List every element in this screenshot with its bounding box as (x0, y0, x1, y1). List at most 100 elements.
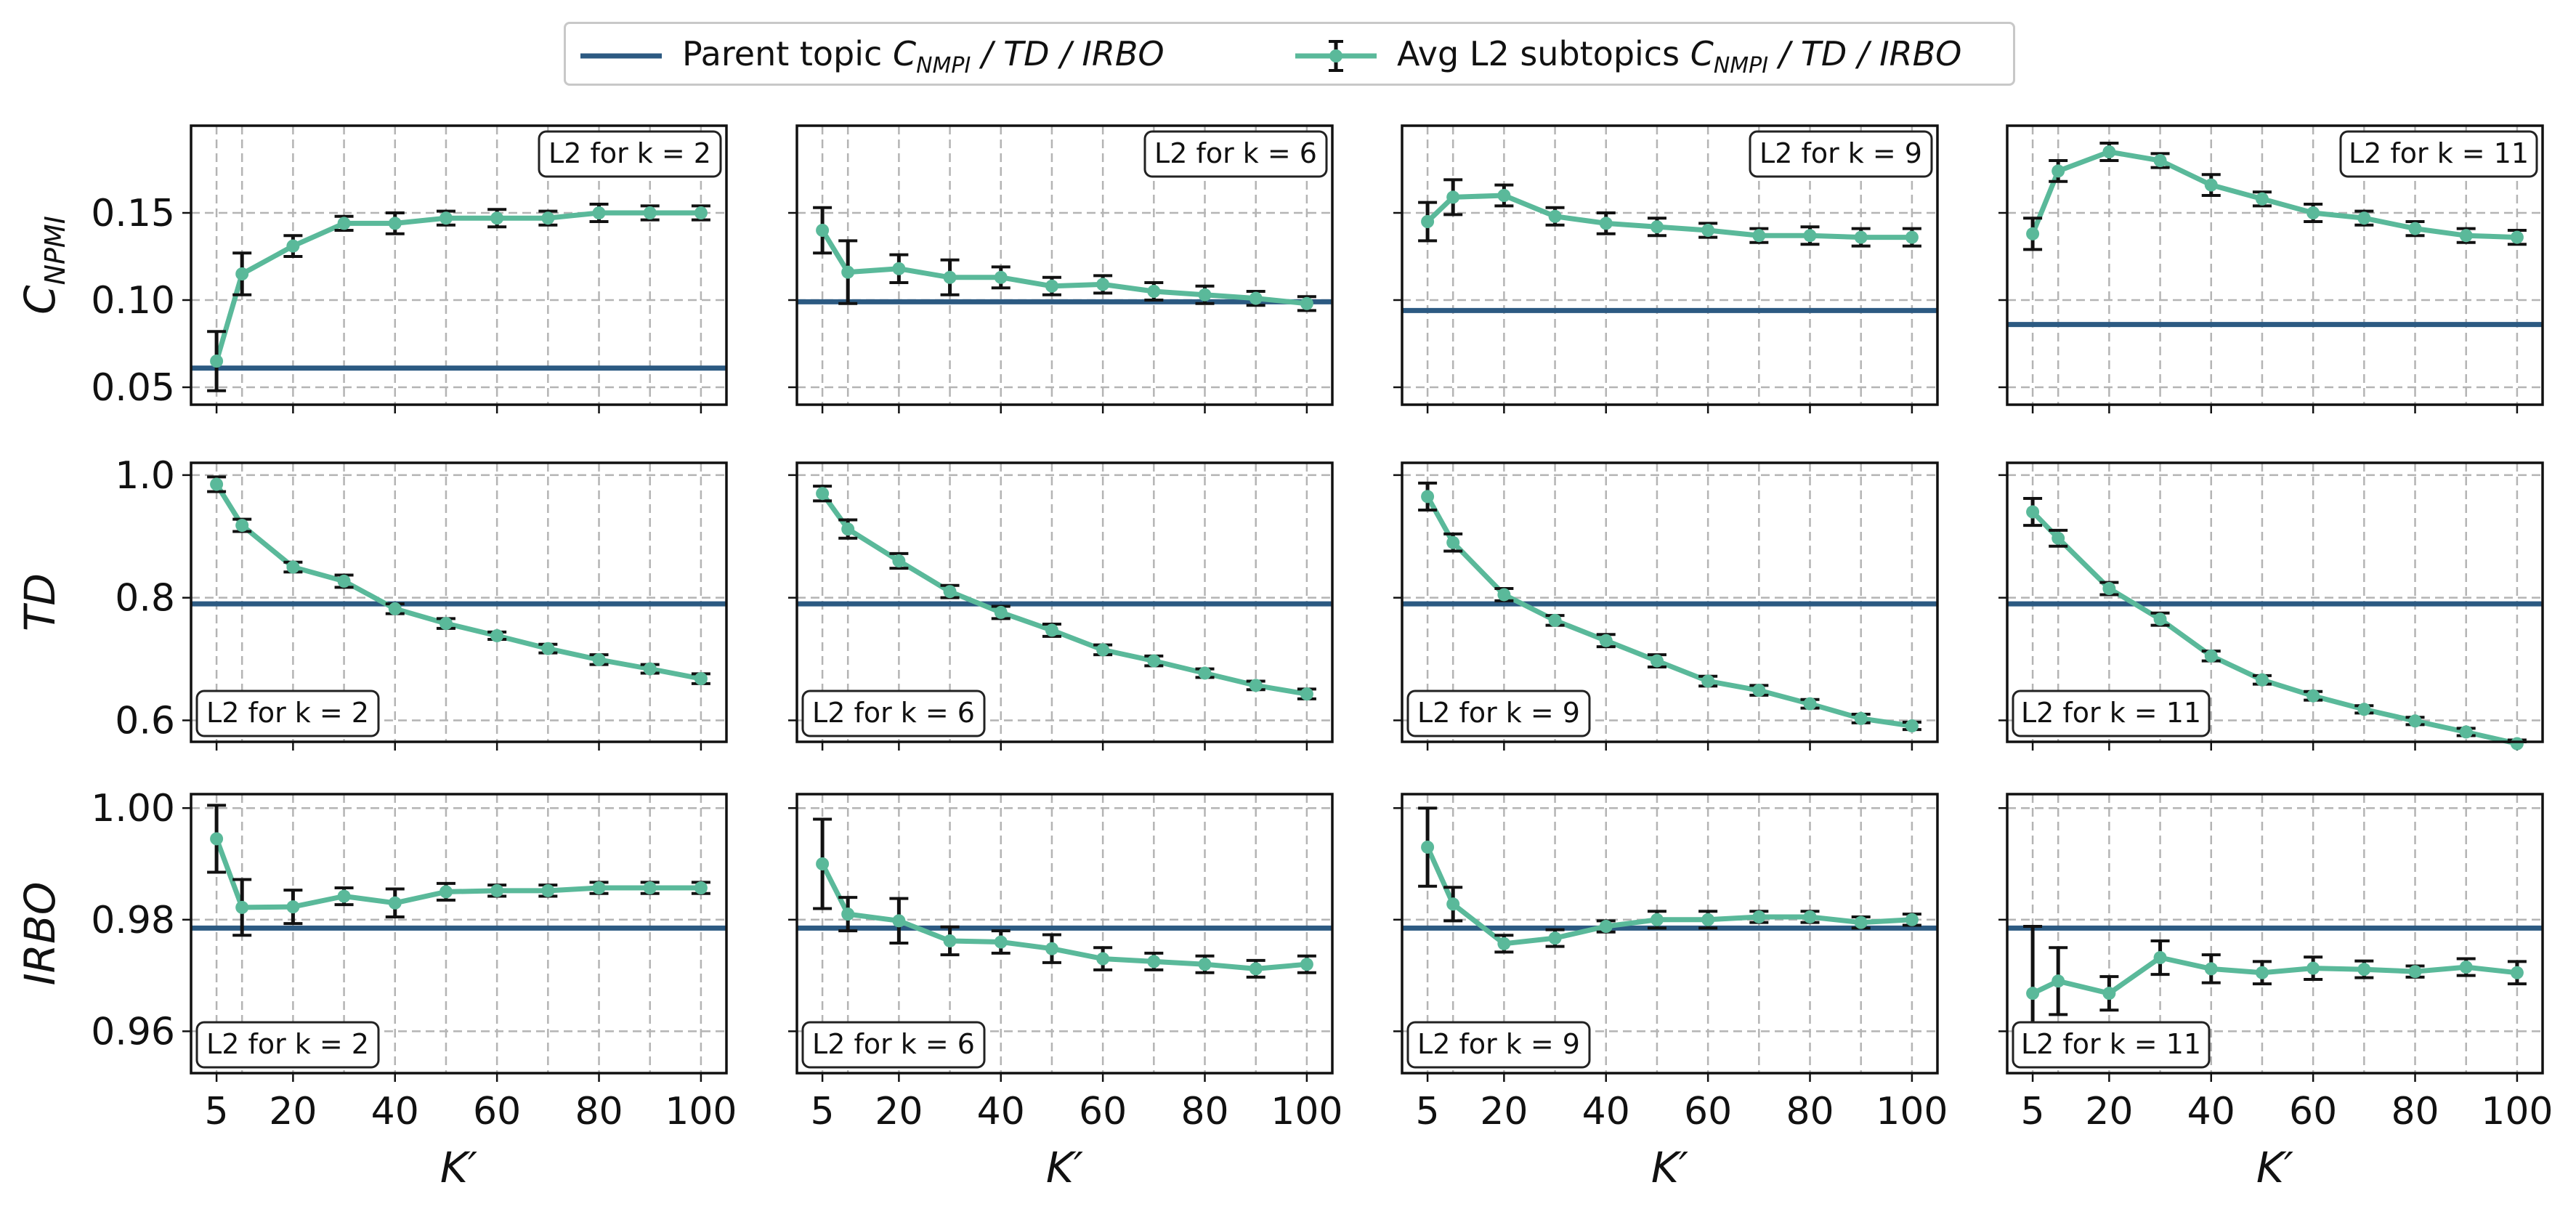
subtopic-point (2255, 966, 2269, 979)
subtopic-point (2510, 230, 2524, 244)
legend-parent-swatch (580, 53, 662, 59)
x-tick-label: 60 (473, 1090, 521, 1133)
subtopic-point (1249, 679, 1263, 692)
subtopic-point (2052, 974, 2065, 988)
subtopic-point (1599, 920, 1613, 934)
subtopic-point (2026, 505, 2040, 519)
subtopic-point (1198, 666, 1212, 680)
x-tick-label: 40 (371, 1090, 419, 1133)
subtopic-point (994, 270, 1008, 284)
subtopic-point (1752, 910, 1766, 923)
x-tick-label: 5 (2021, 1090, 2045, 1133)
panel-label-r1c2: L2 for k = 9 (1417, 697, 1580, 729)
subtopic-point (1548, 613, 1562, 627)
subtopic-point (2052, 531, 2065, 545)
panel-frame (2006, 461, 2544, 743)
subtopic-point (943, 270, 957, 284)
panel-label-box (1749, 130, 1933, 178)
panel-label-box (2339, 130, 2538, 178)
subtopic-point (2102, 145, 2116, 158)
subtopic-point (1096, 643, 1110, 657)
panel-label-r1c0: L2 for k = 2 (206, 697, 369, 729)
subtopic-point (694, 672, 708, 686)
subtopic-point (1905, 913, 1919, 926)
panel-label-box (538, 130, 722, 178)
subtopic-point (841, 907, 855, 921)
panel-label-box (1143, 130, 1328, 178)
x-tick-label: 20 (2085, 1090, 2133, 1133)
subtopic-point (286, 560, 300, 574)
panel-frame (190, 461, 728, 743)
subtopic-point (1300, 296, 1313, 310)
subtopic-point (994, 935, 1008, 949)
subtopic-point (2408, 965, 2422, 979)
subtopic-point (1650, 220, 1664, 234)
subtopic-point (1421, 490, 1435, 504)
subtopic-point (1198, 288, 1212, 302)
subtopic-point (337, 889, 351, 903)
legend: Parent topic CNMPI / TD / IRBO Avg L2 su… (564, 22, 2015, 86)
subtopic-point (1599, 217, 1613, 230)
panel-frame (2006, 124, 2544, 406)
x-tick-label: 80 (575, 1090, 623, 1133)
subtopic-point (2255, 673, 2269, 687)
y-tick-label: 0.15 (91, 192, 175, 235)
panel-frame (795, 124, 1334, 406)
x-tick-label: 100 (665, 1090, 737, 1133)
subtopic-point (2357, 211, 2371, 225)
subtopic-point (1701, 674, 1715, 688)
panel-label-r2c2: L2 for k = 9 (1417, 1028, 1580, 1060)
subtopic-point (592, 652, 606, 666)
subtopic-point (541, 884, 555, 897)
subtopic-point (1045, 942, 1058, 955)
x-tick-label: 40 (1582, 1090, 1630, 1133)
subtopic-point (439, 211, 453, 225)
subtopic-point (694, 881, 708, 895)
panel-frame (2006, 793, 2544, 1075)
subtopic-series-line (820, 492, 1308, 697)
subtopic-point (1147, 654, 1161, 668)
subtopic-point (816, 857, 830, 870)
subtopic-point (694, 206, 708, 219)
x-tick-label: 100 (1271, 1090, 1342, 1133)
panel-label-box (2012, 690, 2211, 737)
subtopic-point (892, 554, 906, 568)
subtopic-point (2306, 961, 2320, 975)
subtopic-point (388, 217, 402, 230)
x-axis-label: K′ (2256, 1143, 2293, 1192)
subtopic-point (592, 206, 606, 219)
subtopic-point (2357, 963, 2371, 976)
y-tick-label: 1.00 (91, 787, 175, 830)
subtopic-point (1803, 910, 1817, 923)
subtopic-point (2255, 192, 2269, 206)
x-tick-label: 80 (2391, 1090, 2439, 1133)
subtopic-point (337, 217, 351, 230)
legend-avg-label: Avg L2 subtopics CNMPI / TD / IRBO (1397, 33, 1962, 78)
panel-frame (795, 793, 1334, 1075)
subtopic-point (286, 900, 300, 914)
subtopic-point (388, 896, 402, 910)
panel-label-r1c3: L2 for k = 11 (2021, 697, 2201, 729)
panel-label-r0c3: L2 for k = 11 (2349, 137, 2529, 169)
subtopic-point (643, 662, 657, 676)
subtopic-point (816, 487, 830, 501)
subtopic-point (1300, 958, 1313, 971)
panel-label-box (801, 1021, 986, 1069)
x-tick-label: 100 (2481, 1090, 2553, 1133)
subtopic-point (210, 832, 224, 846)
y-tick-label: 0.98 (91, 899, 175, 942)
subtopic-point (841, 522, 855, 536)
x-tick-label: 40 (977, 1090, 1025, 1133)
subtopic-point (490, 884, 504, 897)
subtopic-point (337, 574, 351, 588)
subtopic-point (1147, 955, 1161, 969)
subtopic-point (1421, 215, 1435, 228)
subtopic-point (2459, 229, 2473, 243)
x-axis-label: K′ (440, 1143, 477, 1192)
panel-label-box (1406, 690, 1591, 737)
subtopic-point (943, 934, 957, 947)
panel-label-r0c0: L2 for k = 2 (548, 137, 711, 169)
x-tick-label: 80 (1786, 1090, 1834, 1133)
subtopic-point (1752, 684, 1766, 698)
subtopic-point (643, 881, 657, 895)
